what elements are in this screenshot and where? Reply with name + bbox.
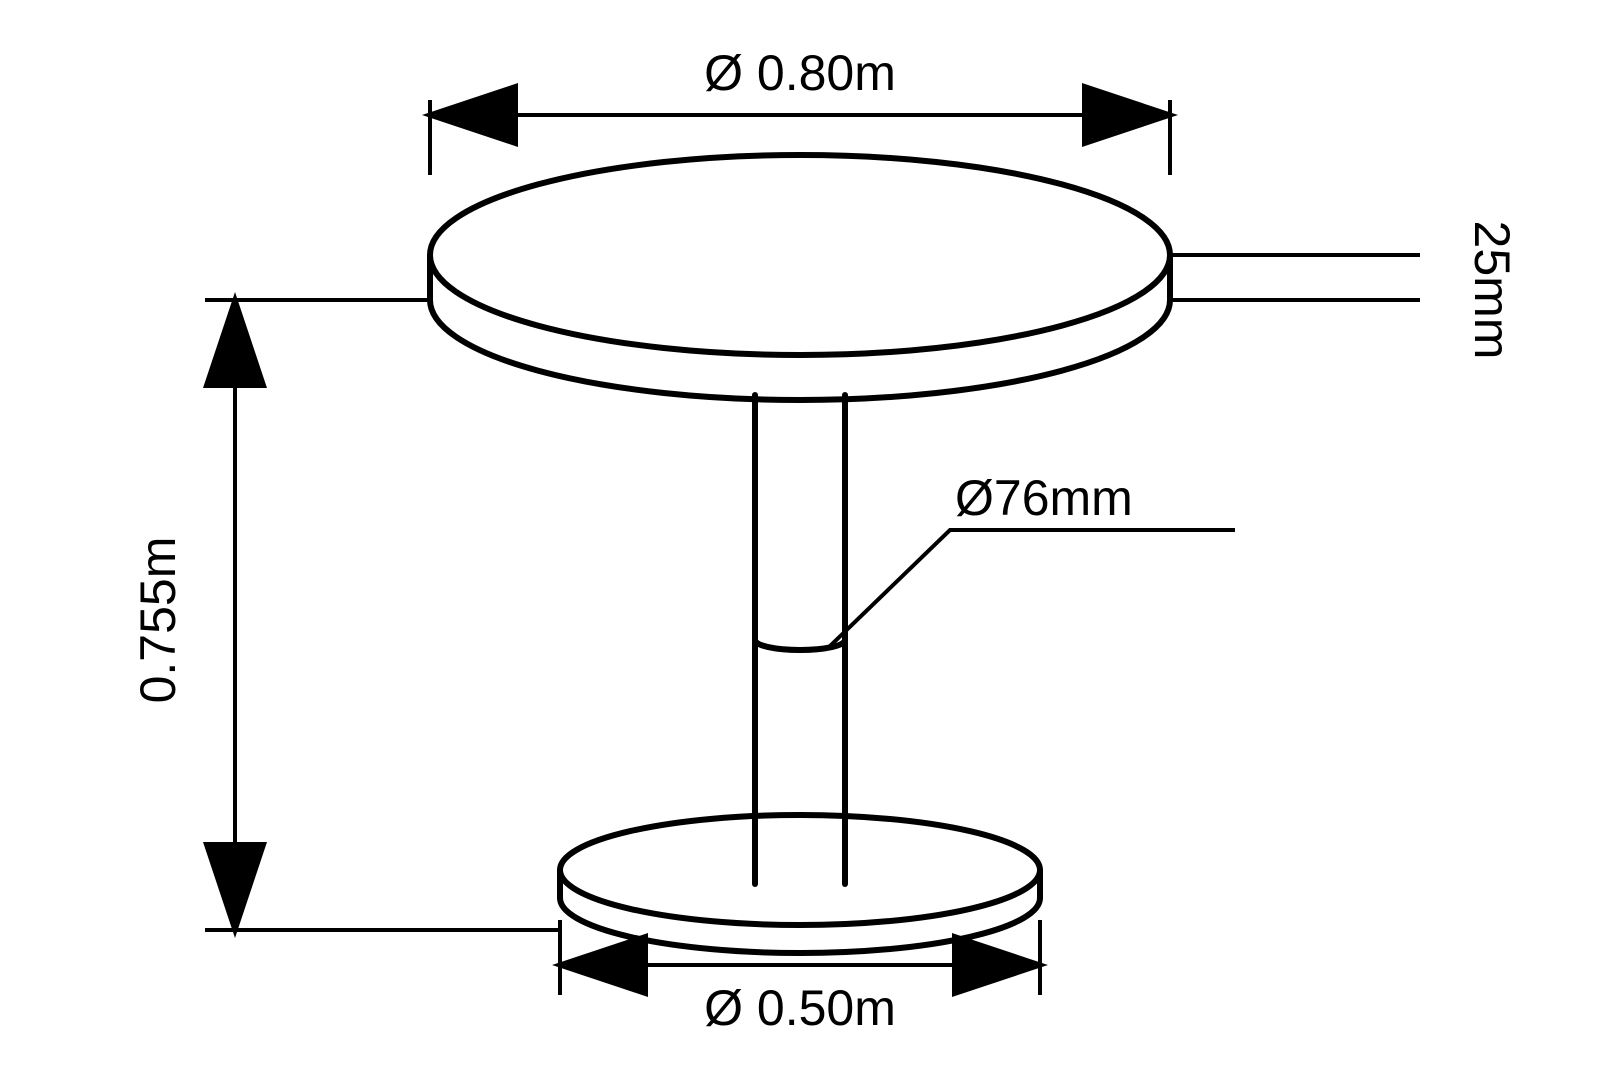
tabletop-top-ellipse [430, 155, 1170, 355]
dimension-texts: Ø 0.80m Ø76mm Ø 0.50m 0.755m 25mm [130, 45, 1520, 1036]
dim-column-leader [828, 530, 1235, 648]
dimension-lines [205, 100, 1420, 995]
dim-thickness-label: 25mm [1464, 221, 1520, 360]
dim-height-label: 0.755m [130, 537, 186, 704]
table-outline [430, 155, 1170, 953]
dim-base-label: Ø 0.50m [704, 980, 896, 1036]
dim-top-label: Ø 0.80m [704, 45, 896, 101]
tabletop-bottom-arc [430, 300, 1170, 400]
technical-drawing: Ø 0.80m Ø76mm Ø 0.50m 0.755m 25mm [0, 0, 1600, 1080]
base-top-ellipse [560, 815, 1040, 925]
dim-column-label: Ø76mm [955, 470, 1133, 526]
